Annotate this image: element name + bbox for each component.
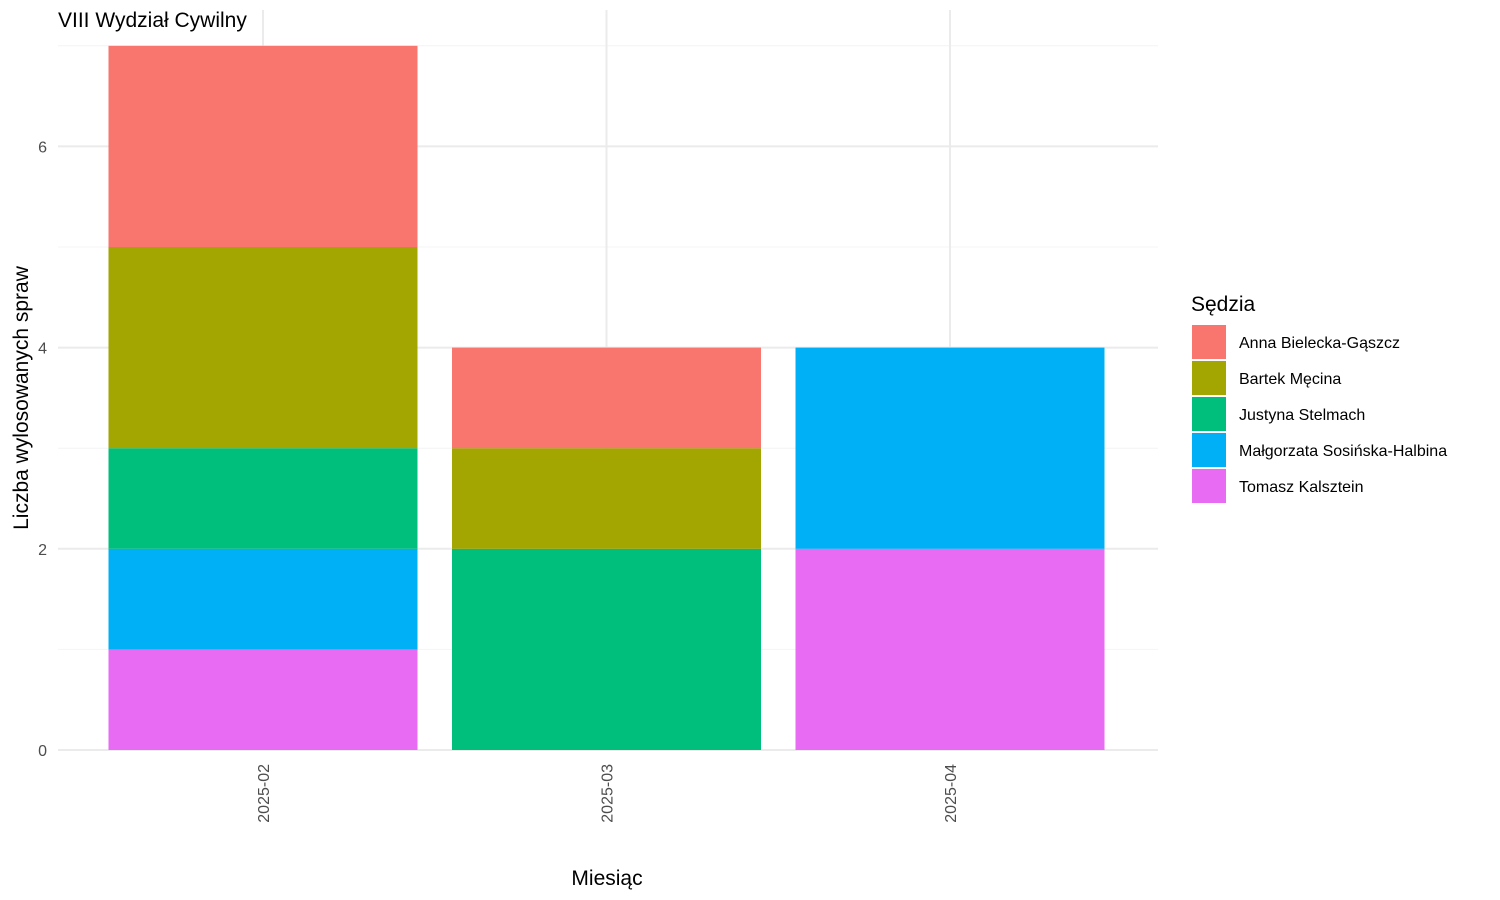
bar-segment [452, 548, 761, 750]
legend-swatch [1192, 397, 1226, 431]
y-axis-title: Liczba wylosowanych spraw [10, 265, 33, 530]
y-tick-labels: 0 2 4 6 [38, 139, 47, 760]
y-tick-label: 4 [38, 341, 47, 358]
x-tick-labels: 2025-02 2025-03 2025-04 [256, 764, 960, 823]
x-tick-label: 2025-04 [943, 764, 960, 823]
y-tick-label: 6 [38, 139, 47, 156]
bar-segment [108, 649, 418, 750]
legend-label: Małgorzata Sosińska-Halbina [1239, 443, 1447, 460]
legend-label: Bartek Męcina [1239, 371, 1341, 388]
legend-swatch [1192, 325, 1226, 359]
legend-swatch [1192, 433, 1226, 467]
x-axis-title: Miesiąc [571, 867, 642, 890]
x-tick-label: 2025-03 [600, 764, 617, 823]
x-tick-label: 2025-02 [256, 764, 273, 823]
bar-segment [795, 548, 1105, 750]
y-tick-label: 0 [38, 743, 47, 760]
legend-swatch [1192, 361, 1226, 395]
bars [108, 45, 1105, 750]
bar-segment [108, 45, 418, 247]
chart-title: VIII Wydział Cywilny [58, 9, 247, 32]
bar-segment [452, 448, 761, 549]
bar-segment [108, 548, 418, 650]
bar-segment [452, 347, 761, 449]
legend-label: Anna Bielecka-Gąszcz [1239, 335, 1400, 352]
bar-segment [795, 347, 1105, 549]
bar-segment [108, 448, 418, 549]
legend-label: Tomasz Kalsztein [1239, 479, 1364, 496]
legend: Sędzia Anna Bielecka-Gąszcz Bartek Męcina… [1191, 293, 1447, 503]
legend-title: Sędzia [1191, 293, 1256, 316]
y-tick-label: 2 [38, 542, 47, 559]
bar-segment [108, 247, 418, 449]
legend-label: Justyna Stelmach [1239, 407, 1365, 424]
legend-swatch [1192, 469, 1226, 503]
